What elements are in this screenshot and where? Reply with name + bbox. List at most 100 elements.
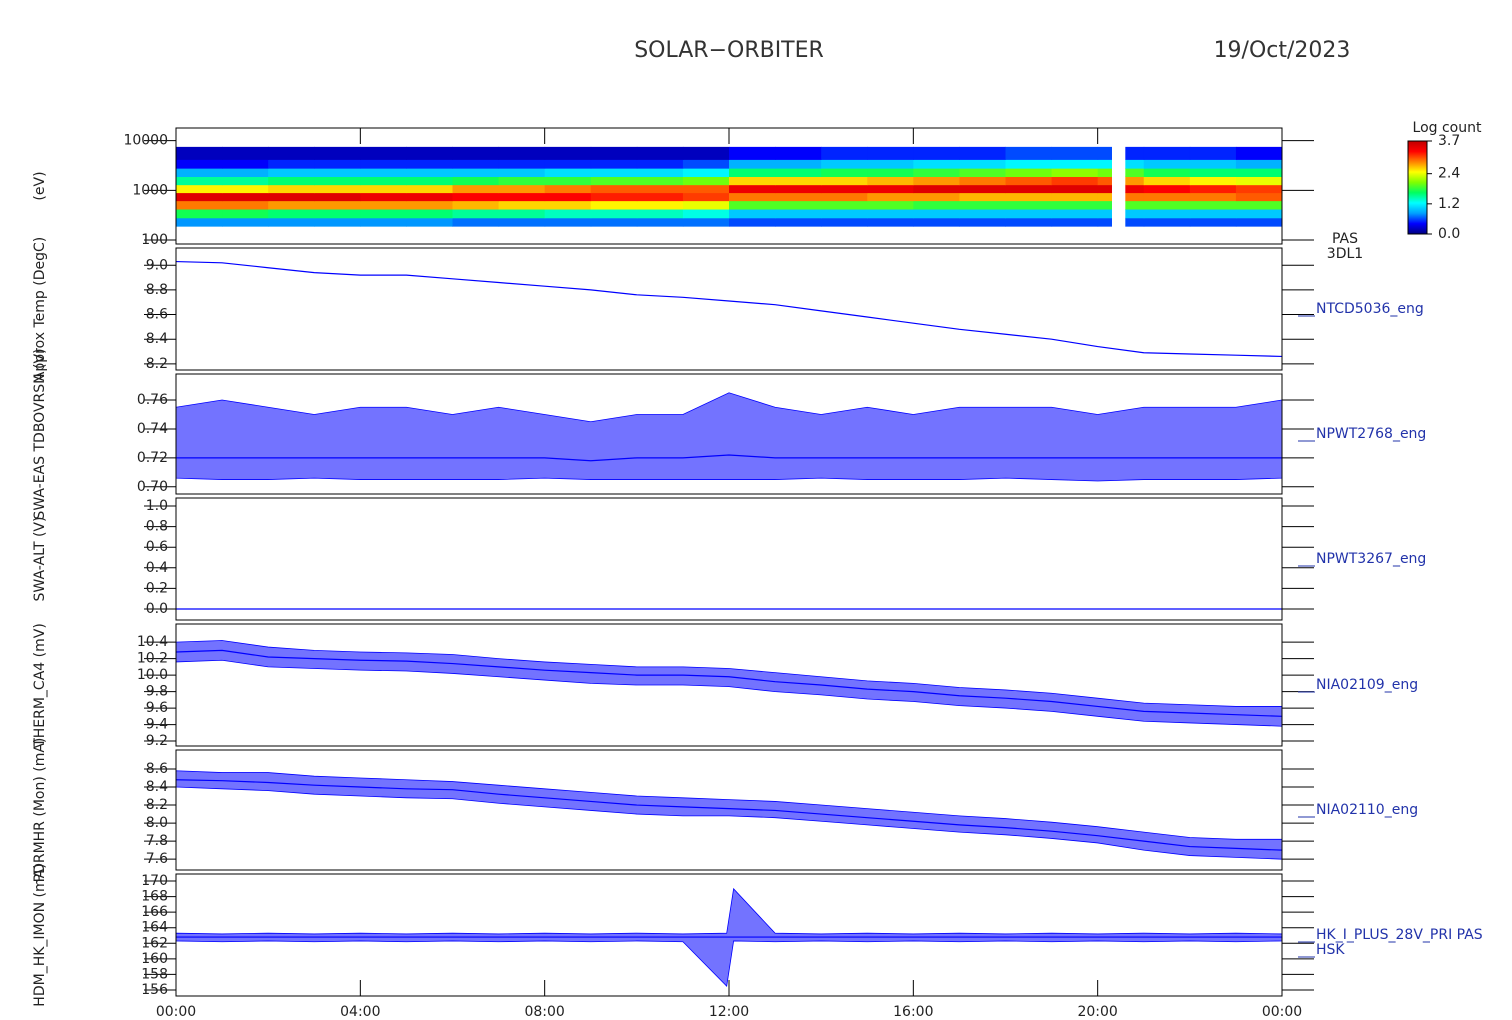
- y-tick-label: 1.0: [146, 498, 168, 514]
- heat-cell: [1051, 168, 1099, 177]
- heat-cell: [913, 168, 960, 177]
- x-tick-label: 12:00: [709, 1004, 749, 1020]
- heat-cell: [544, 200, 592, 210]
- y-tick-label: 7.8: [146, 833, 168, 849]
- heat-cell: [268, 146, 315, 160]
- heat-cell: [222, 184, 269, 194]
- heat-cell: [636, 192, 684, 202]
- heat-cell: [176, 200, 223, 210]
- heat-cell: [1143, 168, 1191, 177]
- heat-cell: [222, 217, 269, 227]
- y-tick-label: 9.2: [146, 733, 168, 749]
- y-tick-label: 0.6: [146, 539, 168, 555]
- heat-cell: [590, 176, 638, 186]
- heat-cell: [1235, 184, 1283, 194]
- heat-cell: [268, 192, 315, 202]
- heat-cell: [867, 209, 914, 219]
- heat-cell: [1097, 200, 1112, 210]
- heat-cell: [775, 200, 822, 210]
- heat-cell: [1097, 176, 1112, 186]
- heat-cell: [913, 159, 960, 169]
- heat-cell: [544, 146, 592, 160]
- heat-cell: [176, 176, 223, 186]
- heat-cell: [1125, 209, 1145, 219]
- heat-cell: [176, 217, 223, 227]
- y-tick-label: 9.8: [146, 684, 168, 700]
- heat-cell: [1125, 192, 1145, 202]
- heat-cell: [1143, 176, 1191, 186]
- heat-cell: [775, 159, 822, 169]
- heat-cell: [1189, 209, 1237, 219]
- heat-cell: [1005, 192, 1053, 202]
- heat-cell: [268, 209, 315, 219]
- heat-cell: [452, 209, 500, 219]
- heat-cell: [1189, 184, 1237, 194]
- y-tick-label: 0.76: [137, 392, 168, 408]
- heat-cell: [775, 192, 822, 202]
- heat-cell: [498, 146, 546, 160]
- heat-cell: [406, 192, 453, 202]
- heat-cell: [729, 159, 776, 169]
- y-tick-label: 158: [141, 966, 168, 982]
- heat-cell: [729, 176, 776, 186]
- heat-cell: [406, 217, 453, 227]
- heat-cell: [636, 176, 684, 186]
- date: 19/Oct/2023: [1214, 38, 1351, 63]
- y-axis-label: PDRMHR (Mon) (mA): [32, 738, 48, 883]
- series-line: [176, 649, 1282, 717]
- heat-cell: [498, 209, 546, 219]
- y-tick-label: 170: [141, 873, 168, 889]
- heat-cell: [959, 159, 1006, 169]
- heat-cell: [1235, 192, 1283, 202]
- y-tick-label: 166: [141, 904, 168, 920]
- heat-cell: [821, 192, 868, 202]
- heat-cell: [1005, 209, 1053, 219]
- heat-cell: [1005, 159, 1053, 169]
- heat-cell: [1051, 200, 1099, 210]
- panel-label: HK_I_PLUS_28V_PRI PAS: [1316, 927, 1483, 943]
- series-line: [176, 454, 1282, 462]
- heat-cell: [1051, 146, 1099, 160]
- heat-cell: [1189, 168, 1237, 177]
- heat-cell: [452, 217, 500, 227]
- colorbar-tick-label: 3.7: [1438, 133, 1460, 149]
- heat-cell: [1051, 217, 1099, 227]
- noise-band: [176, 640, 1282, 727]
- heat-cell: [406, 168, 453, 177]
- heat-cell: [636, 200, 684, 210]
- heat-cell: [729, 200, 776, 210]
- y-tick-label: 8.6: [146, 307, 168, 323]
- heat-cell: [1125, 168, 1145, 177]
- heat-cell: [544, 209, 592, 219]
- y-tick-label: 0.70: [137, 479, 168, 495]
- heat-cell: [1125, 200, 1145, 210]
- y-tick-label: 9.4: [146, 717, 168, 733]
- heat-cell: [268, 217, 315, 227]
- heat-cell: [913, 146, 960, 160]
- heat-cell: [452, 184, 500, 194]
- heat-cell: [1189, 192, 1237, 202]
- heat-cell: [314, 146, 361, 160]
- heat-cell: [959, 200, 1006, 210]
- y-axis-label: HDM_HK_IMON (mA): [32, 863, 48, 1006]
- panel-frame: [175, 623, 1283, 747]
- y-tick-label: 0.2: [146, 580, 168, 596]
- heat-cell: [1097, 146, 1112, 160]
- colorbar: [1407, 140, 1428, 235]
- y-tick-label: 164: [141, 920, 168, 936]
- heat-cell: [1005, 200, 1053, 210]
- heat-cell: [867, 176, 914, 186]
- y-tick-label: 160: [141, 951, 168, 967]
- heat-cell: [406, 200, 453, 210]
- x-tick-label: 04:00: [340, 1004, 380, 1020]
- y-tick-label: 1000: [132, 182, 168, 198]
- heat-cell: [544, 176, 592, 186]
- y-tick-label: 10.4: [137, 634, 168, 650]
- heat-cell: [821, 217, 868, 227]
- heat-cell: [1125, 184, 1145, 194]
- heat-cell: [222, 209, 269, 219]
- heat-cell: [682, 192, 730, 202]
- heat-cell: [729, 192, 776, 202]
- y-tick-label: 0.74: [137, 421, 168, 437]
- x-tick-label: 08:00: [524, 1004, 564, 1020]
